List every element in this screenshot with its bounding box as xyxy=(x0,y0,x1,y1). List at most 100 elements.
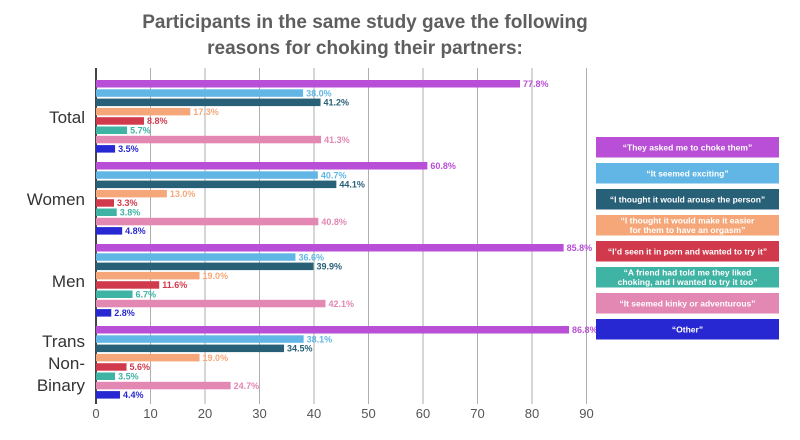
data-label-men-s7: 42.1% xyxy=(328,299,354,309)
x-tick-label-10: 10 xyxy=(143,406,157,421)
bar-men-s2 xyxy=(96,253,296,261)
category-label-women: Women xyxy=(27,190,85,209)
x-tick-label-60: 60 xyxy=(416,406,430,421)
x-tick-label-80: 80 xyxy=(525,406,539,421)
legend-swatch-s7 xyxy=(596,293,779,314)
legend-label-s1: “They asked me to choke them” xyxy=(623,142,752,152)
bar-women-s3 xyxy=(96,180,337,189)
data-label-trans-non-binary-s5: 5.6% xyxy=(130,362,151,372)
category-label-total: Total xyxy=(49,108,85,127)
bar-men-s8 xyxy=(96,309,112,317)
data-label-total-s6: 5.7% xyxy=(130,126,151,136)
chart-title-line-1: Participants in the same study gave the … xyxy=(142,12,588,33)
data-label-men-s6: 6.7% xyxy=(136,290,157,300)
legend-swatch-s2 xyxy=(596,163,779,184)
bar-women-s4 xyxy=(96,189,167,198)
category-label-trans-non-binary-line-2: Non- xyxy=(48,354,85,373)
legend-swatch-s8 xyxy=(596,319,779,340)
chart-title: Participants in the same study gave the … xyxy=(0,10,730,62)
legend-label-s3: “I thought it would arouse the person” xyxy=(610,194,765,204)
bar-men-s3 xyxy=(96,262,314,271)
bar-women-s2 xyxy=(96,171,318,179)
bar-trans-non-binary-s8 xyxy=(96,391,120,399)
data-label-women-s8: 4.8% xyxy=(125,226,146,236)
bar-total-s3 xyxy=(96,98,321,107)
data-label-total-s7: 41.3% xyxy=(324,135,350,145)
legend-label-s6-line-2: choking, and I wanted to try it too” xyxy=(618,277,758,287)
data-label-men-s5: 11.6% xyxy=(162,280,187,290)
data-label-trans-non-binary-s1: 86.8% xyxy=(572,325,598,335)
bar-women-s5 xyxy=(96,199,114,207)
bar-women-s1 xyxy=(96,162,428,170)
bar-total-s2 xyxy=(96,89,304,97)
bar-trans-non-binary-s6 xyxy=(96,372,116,380)
data-label-total-s8: 3.5% xyxy=(118,144,139,154)
data-label-women-s5: 3.3% xyxy=(117,198,138,208)
data-label-total-s5: 8.8% xyxy=(147,116,168,126)
bar-women-s6 xyxy=(96,208,117,216)
x-tick-label-40: 40 xyxy=(307,406,321,421)
data-label-men-s4: 19.0% xyxy=(203,271,229,281)
chart-title-line-2: reasons for choking their partners: xyxy=(207,38,523,59)
bar-trans-non-binary-s5 xyxy=(96,363,127,371)
data-label-trans-non-binary-s6: 3.5% xyxy=(118,372,139,382)
bar-trans-non-binary-s7 xyxy=(96,381,231,390)
bar-trans-non-binary-s2 xyxy=(96,335,304,343)
legend-swatch-s6 xyxy=(596,267,779,288)
legend-label-s8: “Other” xyxy=(672,324,703,334)
data-label-men-s8: 2.8% xyxy=(114,308,135,318)
bar-men-s1 xyxy=(96,244,564,252)
data-label-total-s4: 17.3% xyxy=(193,107,219,117)
legend-label-s2: “It seemed exciting” xyxy=(646,168,728,178)
x-tick-label-50: 50 xyxy=(361,406,375,421)
bar-men-s5 xyxy=(96,281,160,289)
bar-men-s4 xyxy=(96,271,200,280)
x-tick-label-0: 0 xyxy=(92,406,99,421)
bar-total-s5 xyxy=(96,117,144,125)
legend-swatch-s4 xyxy=(596,215,779,236)
data-label-trans-non-binary-s7: 24.7% xyxy=(234,381,260,391)
legend-label-s4-line-1: “I thought it would make it easier xyxy=(621,216,755,226)
data-label-men-s3: 39.9% xyxy=(316,262,342,272)
legend-label-s5: “I’d seen it in porn and wanted to try i… xyxy=(608,246,767,256)
data-label-total-s2: 38.0% xyxy=(306,88,332,98)
data-label-women-s2: 40.7% xyxy=(321,170,347,180)
data-label-women-s1: 60.8% xyxy=(430,161,456,171)
category-label-trans-non-binary-line-1: Trans xyxy=(42,332,85,351)
category-label-trans-non-binary-line-3: Binary xyxy=(37,376,86,395)
bar-trans-non-binary-s1 xyxy=(96,326,570,334)
data-label-trans-non-binary-s8: 4.4% xyxy=(123,390,144,400)
bar-total-s8 xyxy=(96,145,116,153)
data-label-women-s4: 13.0% xyxy=(170,189,196,199)
data-label-trans-non-binary-s2: 38.1% xyxy=(307,334,333,344)
data-label-women-s3: 44.1% xyxy=(339,180,365,190)
legend-swatch-s3 xyxy=(596,189,779,210)
x-tick-label-90: 90 xyxy=(579,406,593,421)
data-label-trans-non-binary-s3: 34.5% xyxy=(287,344,313,354)
bar-total-s4 xyxy=(96,107,191,116)
bar-women-s7 xyxy=(96,217,319,226)
data-label-men-s1: 85.8% xyxy=(567,243,593,253)
bar-total-s7 xyxy=(96,135,322,144)
bar-total-s1 xyxy=(96,80,521,88)
legend-swatch-s1 xyxy=(596,137,779,158)
legend-label-s4-line-2: for them to have an orgasm” xyxy=(630,225,746,235)
data-label-total-s1: 77.8% xyxy=(523,79,549,89)
bar-men-s7 xyxy=(96,299,326,308)
x-tick-label-30: 30 xyxy=(252,406,266,421)
data-label-total-s3: 41.2% xyxy=(324,98,350,108)
data-label-trans-non-binary-s4: 19.0% xyxy=(203,353,229,363)
bar-trans-non-binary-s4 xyxy=(96,353,200,362)
data-label-men-s2: 36.6% xyxy=(298,252,324,262)
x-tick-label-70: 70 xyxy=(470,406,484,421)
data-label-women-s7: 40.8% xyxy=(321,217,347,227)
legend-label-s7: “It seemed kinky or adventurous” xyxy=(619,298,755,308)
legend-swatch-s5 xyxy=(596,241,779,262)
bar-men-s6 xyxy=(96,290,133,298)
x-tick-label-20: 20 xyxy=(198,406,212,421)
legend-label-s6-line-1: “A friend had told me they liked xyxy=(624,268,752,278)
bar-total-s6 xyxy=(96,126,128,134)
bar-trans-non-binary-s3 xyxy=(96,344,285,353)
data-label-women-s6: 3.8% xyxy=(120,208,141,218)
